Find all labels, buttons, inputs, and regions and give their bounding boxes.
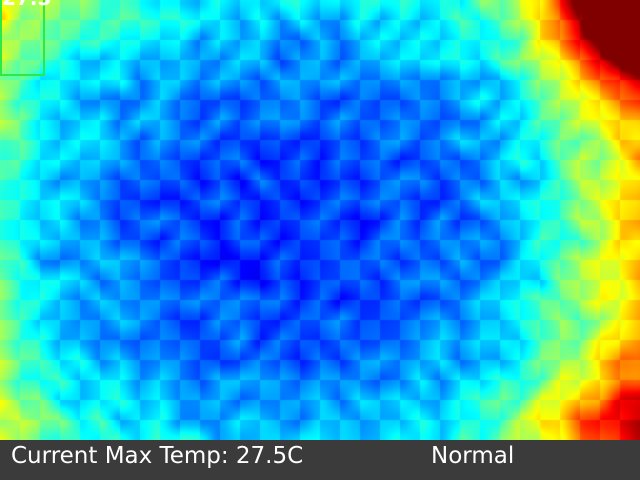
detection-box-label: 27.5 — [2, 0, 51, 8]
detection-box — [0, 0, 45, 76]
thermal-heatmap: 27.5 — [0, 0, 640, 440]
status-label: Normal — [431, 443, 515, 469]
max-temp-readout: Current Max Temp: 27.5C — [11, 443, 304, 469]
heatmap-canvas — [0, 0, 640, 440]
status-bar: Current Max Temp: 27.5C Normal — [0, 440, 640, 480]
